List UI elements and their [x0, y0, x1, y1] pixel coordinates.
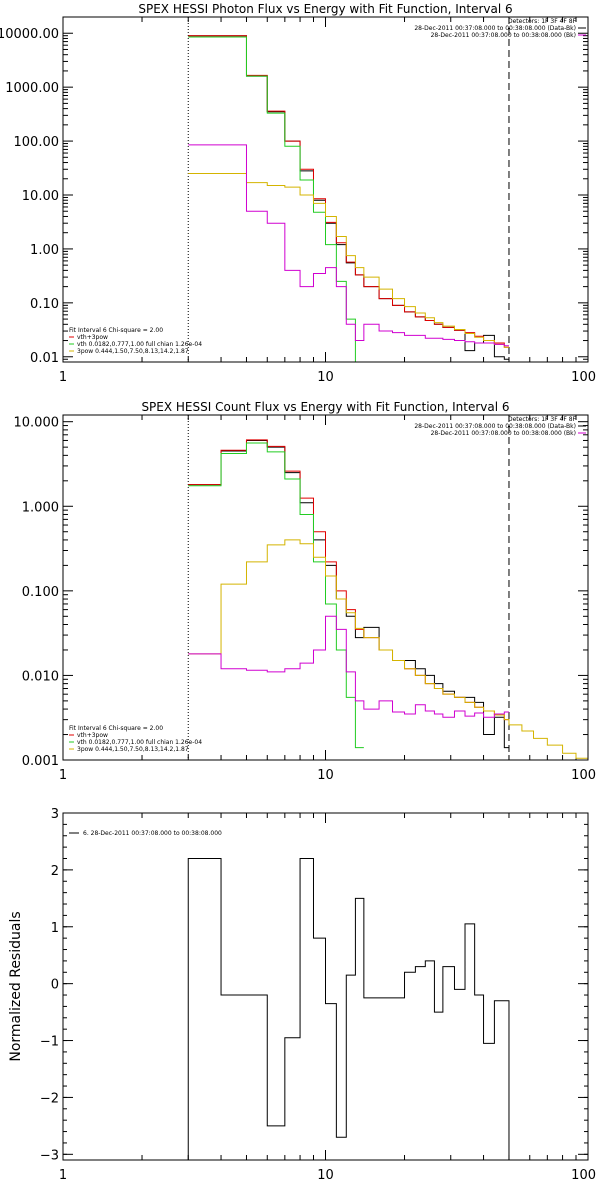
y-tick-label: 0.01: [30, 351, 59, 366]
header-text-line: 28-Dec-2011 00:37:08.000 to 00:38:08.000…: [414, 423, 576, 430]
x-tick-label: 1: [59, 1168, 67, 1183]
y-tick-label: 3: [51, 807, 59, 822]
y-tick-label: −3: [40, 1148, 59, 1163]
legend-label: 6. 28-Dec-2011 00:37:08.000 to 00:38:08.…: [83, 830, 222, 837]
y-tick-label: 1000.00: [5, 81, 59, 96]
header-text-line: 28-Dec-2011 00:37:08.000 to 00:38:08.000…: [431, 32, 576, 39]
y-tick-label: 1.000: [22, 500, 59, 515]
y-tick-label: 2: [51, 864, 59, 879]
y-tick-label: 100.00: [14, 135, 60, 150]
legend-label: vth 0.0182,0.777,1.00 full chian 1.26e-0…: [77, 739, 202, 746]
plot-frame: [62, 812, 589, 1161]
y-tick-label: 1: [51, 921, 59, 936]
series-data: [188, 35, 509, 360]
y-tick-label: −1: [40, 1035, 59, 1050]
legend-label: vth+3pow: [77, 334, 108, 341]
x-tick-label: 100: [571, 1168, 596, 1183]
series-background: [188, 615, 509, 718]
y-tick-label: 10.00: [22, 189, 59, 204]
plot-frame: [62, 16, 589, 363]
y-tick-label: 0.001: [22, 754, 59, 769]
header-text-line: Detectors: 1F 3F 4F 8F: [508, 18, 577, 25]
x-tick-label: 100: [571, 768, 596, 783]
y-tick-label: −2: [40, 1091, 59, 1106]
header-text-line: Detectors: 1F 3F 4F 8F: [508, 416, 577, 423]
x-tick-label: 1: [59, 370, 67, 385]
series-3pow: [188, 539, 588, 759]
y-tick-label: 0.10: [30, 297, 59, 312]
series-vth-3pow: [188, 35, 509, 348]
series-residuals: [187, 858, 510, 1160]
x-tick-label: 1: [59, 768, 67, 783]
residuals-panel: Normalized Residuals 1 10 100 −3 −2 −1 0 1 2 3 6. 2…: [8, 807, 596, 1183]
y-tick-label: 10000.00: [0, 27, 59, 42]
count-flux-panel: SPEX HESSI Count Flux vs Energy with Fit…: [14, 400, 597, 783]
legend-label: vth 0.0182,0.777,1.00 full chian 1.26e-0…: [77, 341, 202, 348]
y-axis-label: Normalized Residuals: [8, 911, 24, 1061]
y-tick-label: 0.010: [22, 669, 59, 684]
x-tick-label: 10: [317, 768, 334, 783]
legend-label: vth+3pow: [77, 732, 108, 739]
series-background: [188, 144, 509, 347]
legend-label: 3pow 0.444,1.50,7.50,8.13,14.2,1.87: [77, 348, 189, 355]
header-text-line: 28-Dec-2011 00:37:08.000 to 00:38:08.000…: [431, 430, 576, 437]
legend-header: Fit Interval 6 Chi-square = 2.00: [69, 327, 163, 334]
header-text-line: 28-Dec-2011 00:37:08.000 to 00:38:08.000…: [414, 25, 576, 32]
series-vth: [188, 442, 364, 749]
chart-title: SPEX HESSI Count Flux vs Energy with Fit…: [141, 400, 509, 414]
plot-frame: [62, 414, 589, 761]
x-tick-label: 10: [317, 1168, 334, 1183]
y-tick-label: 10.000: [14, 416, 60, 431]
legend-header: Fit Interval 6 Chi-square = 2.00: [69, 725, 163, 732]
x-tick-label: 10: [317, 370, 334, 385]
chart-title: SPEX HESSI Photon Flux vs Energy with Fi…: [138, 2, 512, 16]
photon-flux-panel: SPEX HESSI Photon Flux vs Energy with Fi…: [0, 2, 596, 385]
x-tick-label: 100: [571, 370, 596, 385]
series-3pow: [188, 173, 509, 348]
y-tick-label: 0.100: [22, 585, 59, 600]
legend-label: 3pow 0.444,1.50,7.50,8.13,14.2,1.87: [77, 746, 189, 753]
y-tick-label: 0: [51, 978, 59, 993]
y-tick-label: 1.00: [30, 243, 59, 258]
series-data: [188, 439, 509, 749]
series-vth-3pow: [188, 439, 509, 721]
series-vth: [188, 36, 364, 362]
